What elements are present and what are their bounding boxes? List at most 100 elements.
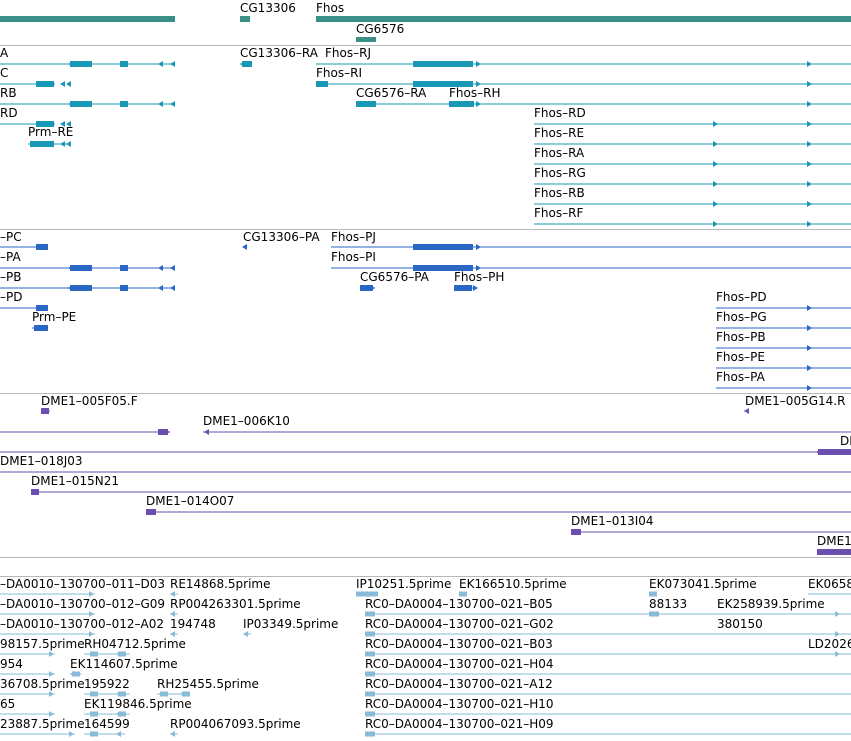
exon-block[interactable] [413,81,473,87]
est-label[interactable]: RC0–DA0004–130700–021–H10 [365,697,554,711]
protein-label[interactable]: Fhos–PA [716,370,765,384]
exon-block[interactable] [146,509,156,515]
est-label[interactable]: RC0–DA0004–130700–021–B05 [365,597,553,611]
transcript-label[interactable]: C [0,66,9,80]
exon-block[interactable] [36,121,54,127]
protein-label[interactable]: Fhos–PH [454,270,505,284]
est-label[interactable]: EK0658 [808,577,851,591]
exon-block[interactable] [413,61,473,67]
transcript-label[interactable]: Fhos–RA [534,146,585,160]
exon-block[interactable] [356,101,376,107]
exon-block[interactable] [72,671,80,677]
exon-block[interactable] [31,489,39,495]
exon-block[interactable] [242,61,252,67]
transcript-label[interactable]: Fhos–RF [534,206,584,220]
clone-label[interactable]: DME1–005F05.F [41,394,138,408]
est-label[interactable]: EK114607.5prime [70,657,178,671]
est-label[interactable]: EK119846.5prime [84,697,192,711]
exon-block[interactable] [90,651,98,657]
est-label[interactable]: –DA0010–130700–012–A02 [0,617,164,631]
est-label[interactable]: RC0–DA0004–130700–021–H09 [365,717,554,731]
gene-label[interactable]: CG6576 [356,22,405,36]
est-label[interactable]: EK166510.5prime [459,577,567,591]
transcript-label[interactable]: A [0,46,9,60]
exon-block[interactable] [158,429,168,435]
est-label[interactable]: –DA0010–130700–012–G09 [0,597,166,611]
gene-label[interactable]: Fhos [316,1,345,15]
exon-block[interactable] [160,691,168,697]
est-label[interactable]: RP004067093.5prime [170,717,301,731]
est-label[interactable]: RP004263301.5prime [170,597,301,611]
exon-block[interactable] [365,711,375,717]
exon-block[interactable] [365,731,375,737]
est-label[interactable]: RE14868.5prime [170,577,271,591]
clone-label[interactable]: DME1–014O07 [146,494,235,508]
exon-block[interactable] [30,141,54,147]
exon-block[interactable] [36,305,48,311]
exon-block[interactable] [118,711,126,717]
transcript-label[interactable]: Fhos–RD [534,106,586,120]
clone-label[interactable]: DME1 [817,534,851,548]
est-label[interactable]: IP10251.5prime [356,577,452,591]
exon-block[interactable] [360,285,373,291]
est-label[interactable]: 98157.5prime [0,637,85,651]
exon-block[interactable] [365,691,375,697]
exon-block[interactable] [365,671,375,677]
clone-label[interactable]: DME1–006K10 [203,414,290,428]
protein-label[interactable]: CG13306–PA [243,230,320,244]
est-label[interactable]: 380150 [717,617,763,631]
protein-label[interactable]: Fhos–PD [716,290,767,304]
est-label[interactable]: RC0–DA0004–130700–021–H04 [365,657,554,671]
protein-label[interactable]: –PB [0,270,22,284]
exon-block[interactable] [817,549,851,555]
protein-label[interactable]: Fhos–PB [716,330,766,344]
exon-block[interactable] [36,244,48,250]
clone-label[interactable]: DI [840,434,851,448]
protein-label[interactable]: –PA [0,250,21,264]
transcript-label[interactable]: CG6576–RA [356,86,427,100]
est-label[interactable]: 954 [0,657,23,671]
protein-label[interactable]: Fhos–PE [716,350,765,364]
est-label[interactable]: 23887.5prime [0,717,85,731]
exon-block[interactable] [120,265,128,271]
est-label[interactable]: LD2026 [808,637,851,651]
est-label[interactable]: RC0–DA0004–130700–021–B03 [365,637,553,651]
exon-block[interactable] [90,711,98,717]
clone-label[interactable]: DME1–013I04 [571,514,654,528]
exon-block[interactable] [356,591,378,597]
est-label[interactable]: 195922 [84,677,130,691]
transcript-label[interactable]: RB [0,86,17,100]
est-label[interactable]: –DA0010–130700–011–D03 [0,577,165,591]
protein-label[interactable]: Fhos–PI [331,250,376,264]
est-label[interactable]: 164599 [84,717,130,731]
est-label[interactable]: 65 [0,697,16,711]
est-label[interactable]: RC0–DA0004–130700–021–A12 [365,677,553,691]
transcript-label[interactable]: Fhos–RI [316,66,362,80]
exon-block[interactable] [413,244,473,250]
exon-block[interactable] [365,631,375,637]
protein-label[interactable]: –PC [0,230,22,244]
exon-block[interactable] [454,285,472,291]
gene-bar[interactable] [0,16,175,22]
est-label[interactable]: 88133 [649,597,688,611]
transcript-label[interactable]: RD [0,106,18,120]
transcript-label[interactable]: Fhos–RH [449,86,501,100]
exon-block[interactable] [120,101,128,107]
exon-block[interactable] [120,61,128,67]
exon-block[interactable] [34,325,48,331]
exon-block[interactable] [120,285,128,291]
est-label[interactable]: 36708.5prime [0,677,85,691]
exon-block[interactable] [649,611,659,617]
transcript-label[interactable]: CG13306–RA [240,46,318,60]
exon-block[interactable] [182,691,190,697]
est-label[interactable]: EK258939.5prime [717,597,825,611]
clone-label[interactable]: DME1–015N21 [31,474,119,488]
exon-block[interactable] [413,265,473,271]
gene-bar[interactable] [240,16,250,22]
est-label[interactable]: 194748 [170,617,216,631]
exon-block[interactable] [41,408,49,414]
est-label[interactable]: RC0–DA0004–130700–021–G02 [365,617,554,631]
exon-block[interactable] [118,651,126,657]
exon-block[interactable] [571,529,581,535]
clone-label[interactable]: DME1–018J03 [0,454,83,468]
